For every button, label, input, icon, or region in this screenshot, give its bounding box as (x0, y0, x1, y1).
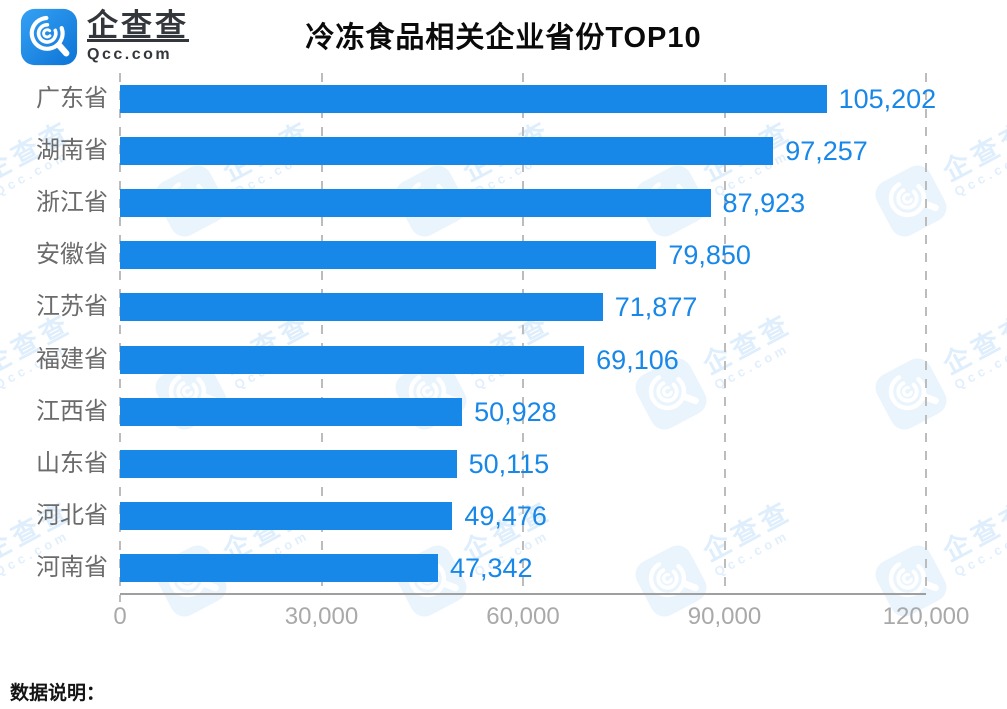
notes-heading: 数据说明： (10, 683, 106, 704)
gridline-0 (119, 73, 121, 602)
category-label: 湖南省 (36, 137, 108, 165)
bar (120, 85, 827, 114)
category-label: 河南省 (36, 553, 108, 581)
bar-row: 福建省 69,106 (0, 334, 1007, 386)
gridline-60000 (522, 73, 524, 594)
data-notes: 数据说明： 1、仅统计关键词为“冷冻食品”的在业存续企业 2、统计时间2021/… (10, 621, 401, 709)
value-label: 97,257 (785, 136, 868, 167)
x-tick-label: 30,000 (284, 603, 359, 630)
bar (120, 449, 457, 478)
brand-block: 企查查 Qcc.com (20, 8, 189, 66)
bar (120, 241, 657, 270)
bar-row: 湖南省 97,257 (0, 125, 1007, 177)
x-tick-label: 0 (113, 603, 127, 630)
bar (120, 501, 453, 530)
bar (120, 397, 463, 426)
value-label: 50,928 (474, 396, 557, 427)
bar (120, 345, 585, 374)
gridline-90000 (723, 73, 726, 594)
value-label: 71,877 (614, 292, 698, 323)
page-title: 冷冻食品相关企业省份TOP10 (305, 22, 702, 54)
x-tick-label: 120,000 (882, 603, 970, 630)
bar-chart: 0 30,000 60,000 90,000 120,000 广东省 105,202 湖南省 9… (0, 73, 1007, 673)
category-label: 山东省 (36, 449, 108, 477)
bar (120, 189, 711, 218)
bar (120, 137, 774, 166)
x-tick-label: 60,000 (486, 603, 560, 630)
category-label: 广东省 (36, 85, 108, 112)
category-label: 浙江省 (36, 189, 108, 217)
gridline-30000 (320, 73, 323, 594)
category-label: 江西省 (36, 397, 108, 425)
x-tick-label: 90,000 (687, 603, 762, 630)
brand-text: 企查查 Qcc.com (87, 10, 189, 64)
value-label: 69,106 (596, 344, 679, 375)
category-label: 安徽省 (36, 241, 108, 269)
brand-name-cn: 企查查 (87, 8, 189, 44)
value-label: 87,923 (722, 188, 806, 219)
x-axis-line (120, 593, 926, 595)
value-label: 47,342 (449, 552, 533, 583)
gridline-120000 (925, 73, 927, 594)
bar-row: 山东省 50,115 (0, 438, 1007, 490)
value-label: 50,115 (468, 448, 550, 479)
category-label: 福建省 (36, 345, 108, 373)
bar-row: 河北省 49,476 (0, 490, 1007, 542)
value-label: 79,850 (668, 240, 751, 271)
bar-row: 河南省 47,342 (0, 542, 1007, 594)
bar-row: 江苏省 71,877 (0, 281, 1007, 333)
bar-row: 广东省 105,202 (0, 73, 1007, 125)
bar-row: 安徽省 79,850 (0, 229, 1007, 281)
value-label: 105,202 (838, 84, 937, 114)
bar (120, 553, 438, 582)
bar-row: 浙江省 87,923 (0, 177, 1007, 229)
category-label: 河北省 (36, 501, 108, 529)
value-label: 49,476 (464, 500, 547, 531)
brand-name-en: Qcc.com (87, 45, 173, 63)
bar (120, 293, 603, 322)
qcc-logo-icon (20, 8, 78, 66)
category-label: 江苏省 (36, 293, 108, 321)
bar-row: 江西省 50,928 (0, 386, 1007, 438)
